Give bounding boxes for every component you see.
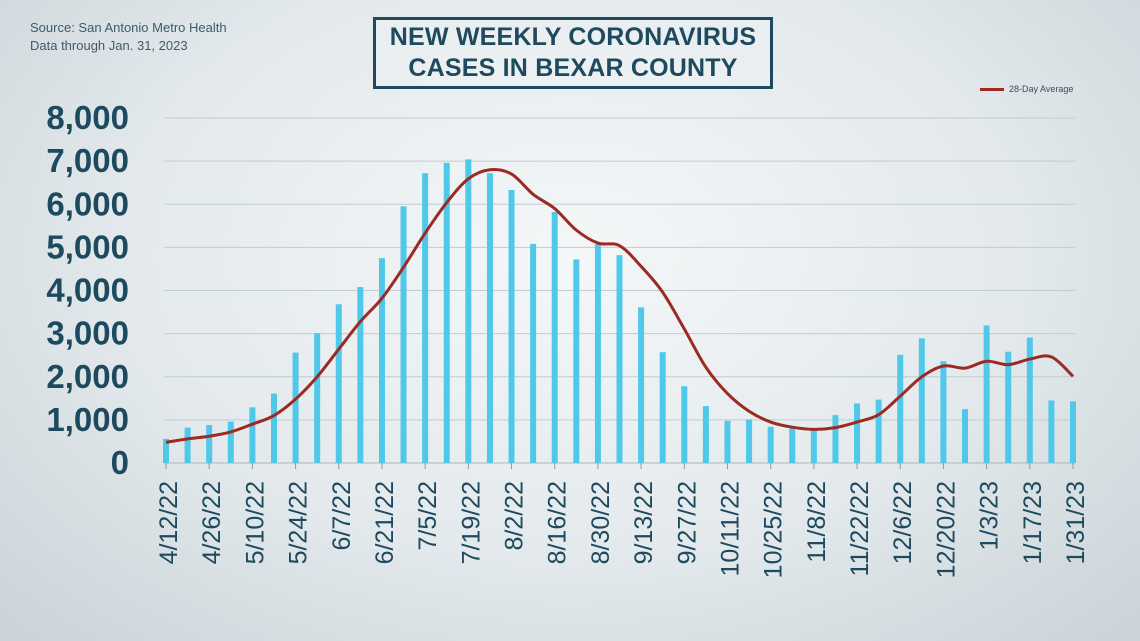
x-tick-label: 8/30/22 xyxy=(587,481,615,564)
bar xyxy=(918,338,925,463)
x-tick-label: 9/27/22 xyxy=(673,481,701,564)
y-tick-label: 1,000 xyxy=(46,401,129,438)
bar xyxy=(206,425,213,463)
chart-title-line-2: CASES IN BEXAR COUNTY xyxy=(408,54,738,82)
bar xyxy=(357,287,364,463)
x-tick-label: 11/22/22 xyxy=(846,481,874,576)
y-tick-label: 6,000 xyxy=(46,185,129,222)
bar xyxy=(573,259,580,463)
x-tick-label: 10/25/22 xyxy=(760,481,788,578)
x-tick-label: 8/16/22 xyxy=(544,481,572,564)
bar xyxy=(1005,351,1012,463)
bar xyxy=(832,415,839,463)
legend: 28-Day Average xyxy=(980,84,1073,94)
bar xyxy=(335,304,342,463)
y-tick-label: 3,000 xyxy=(46,315,129,352)
bar xyxy=(702,406,709,463)
bar xyxy=(1026,337,1033,463)
x-tick-label: 12/20/22 xyxy=(932,481,960,578)
y-tick-label: 5,000 xyxy=(46,228,129,265)
bar xyxy=(940,361,947,463)
x-tick-label: 6/7/22 xyxy=(328,481,356,551)
x-tick-label: 7/19/22 xyxy=(457,481,485,564)
bar xyxy=(724,420,731,463)
bar xyxy=(530,243,537,463)
source-line-1: Source: San Antonio Metro Health xyxy=(30,20,227,35)
bar xyxy=(292,352,299,463)
bar xyxy=(227,421,234,463)
bar xyxy=(486,173,493,463)
x-tick-label: 9/13/22 xyxy=(630,481,658,564)
x-tick-label: 5/10/22 xyxy=(241,481,269,564)
y-tick-label: 7,000 xyxy=(46,142,129,179)
bar xyxy=(163,438,169,463)
bar xyxy=(810,428,817,463)
x-tick-label: 4/12/22 xyxy=(155,481,183,564)
bar xyxy=(249,407,256,463)
y-tick-label: 8,000 xyxy=(46,99,129,136)
legend-line-swatch xyxy=(980,87,1004,91)
bar xyxy=(270,393,277,463)
bar xyxy=(422,173,429,463)
bar xyxy=(767,426,774,463)
x-tick-label: 12/6/22 xyxy=(889,481,917,564)
chart-title-line-1: NEW WEEKLY CORONAVIRUS xyxy=(389,23,757,51)
y-tick-label: 4,000 xyxy=(46,272,129,309)
x-tick-label: 8/2/22 xyxy=(501,481,529,551)
bar xyxy=(184,427,191,463)
x-tick-label: 4/26/22 xyxy=(198,481,226,564)
x-tick-label: 10/11/22 xyxy=(716,481,744,576)
x-tick-label: 5/24/22 xyxy=(285,481,313,564)
bar xyxy=(400,206,407,463)
y-tick-label: 0 xyxy=(111,444,129,481)
bar xyxy=(594,243,601,463)
bar xyxy=(314,333,321,463)
x-tick-label: 1/31/23 xyxy=(1062,481,1090,564)
bar xyxy=(854,403,861,463)
bar xyxy=(465,159,472,463)
x-tick-label: 1/17/23 xyxy=(1019,481,1047,564)
legend-label: 28-Day Average xyxy=(1009,84,1074,94)
y-axis: 0 1,000 2,000 3,000 4,000 5,000 6,000 7,000 8,00… xyxy=(46,99,129,481)
x-tick-label: 11/8/22 xyxy=(803,481,831,563)
bar xyxy=(638,307,645,463)
bar xyxy=(983,325,990,463)
x-axis: 4/12/22 4/26/22 5/10/22 5/24/22 6/7/22 6/21/2… xyxy=(155,463,1090,578)
avg-line xyxy=(165,168,1075,444)
bar xyxy=(962,409,969,463)
bar xyxy=(551,212,558,463)
bar xyxy=(508,190,515,464)
bar xyxy=(789,428,796,463)
bar xyxy=(1070,401,1076,463)
bar xyxy=(378,258,385,463)
bar-series xyxy=(163,159,1076,464)
bar xyxy=(1048,400,1055,463)
x-tick-label: 7/5/22 xyxy=(414,481,442,551)
bar xyxy=(443,162,450,463)
x-tick-label: 1/3/23 xyxy=(976,481,1004,551)
bar xyxy=(681,386,688,463)
bar xyxy=(897,354,904,463)
bar xyxy=(746,419,753,463)
bar xyxy=(659,352,666,463)
chart-title-box: NEW WEEKLY CORONAVIRUS CASES IN BEXAR CO… xyxy=(373,17,773,89)
source-note: Source: San Antonio Metro Health Data th… xyxy=(30,19,227,55)
y-tick-label: 2,000 xyxy=(46,358,129,395)
x-tick-label: 6/21/22 xyxy=(371,481,399,564)
bar xyxy=(616,255,623,463)
bar xyxy=(875,399,882,463)
source-line-2: Data through Jan. 31, 2023 xyxy=(30,38,188,53)
